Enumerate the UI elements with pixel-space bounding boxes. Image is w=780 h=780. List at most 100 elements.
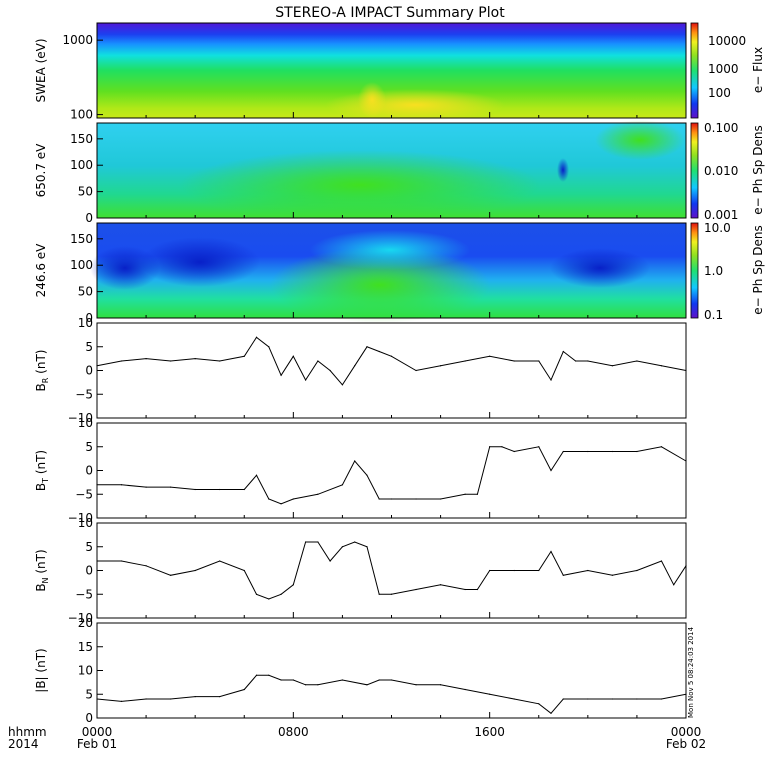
- ytick-label-p0: 1000: [62, 33, 93, 47]
- data-point-p6: [464, 688, 466, 691]
- xtick-date-label: Feb 01: [77, 737, 117, 751]
- data-point-p3: [194, 358, 196, 360]
- data-point-p3: [574, 360, 577, 362]
- ytick-label-p5: −10: [68, 611, 93, 625]
- x-corner-hhmm: hhmm: [8, 725, 47, 739]
- data-point-p6: [562, 698, 564, 700]
- data-point-p5: [96, 560, 98, 562]
- ytick-label-p2: 50: [78, 285, 93, 299]
- data-point-p3: [550, 379, 552, 381]
- data-point-p5: [305, 541, 307, 543]
- data-point-p5: [464, 588, 466, 591]
- data-point-p5: [550, 550, 552, 553]
- pad-650-blue-spot: [557, 158, 569, 182]
- data-point-p3: [611, 365, 613, 367]
- ytick-label-p2: 150: [70, 232, 93, 246]
- data-point-p6: [268, 674, 270, 676]
- data-point-p4: [268, 498, 270, 500]
- ylabel-unit: (nT): [34, 648, 48, 676]
- data-point-p5: [673, 584, 675, 586]
- x-corner-year: 2014: [8, 737, 39, 751]
- figure-title: STEREO-A IMPACT Summary Plot: [275, 5, 505, 21]
- data-point-p5: [170, 574, 172, 576]
- ytick-label-p1: 150: [70, 132, 93, 146]
- data-point-p6: [194, 696, 196, 698]
- ytick-label-p4: −10: [68, 511, 93, 525]
- data-point-p3: [329, 369, 331, 372]
- data-point-p6: [538, 703, 540, 705]
- swea-flux-enhancement: [325, 89, 505, 121]
- data-point-p6: [317, 684, 319, 686]
- xtick-date-label: Feb 02: [666, 737, 706, 751]
- ytick-label-p6: 15: [78, 640, 93, 654]
- data-point-p5: [415, 588, 417, 591]
- data-point-p6: [415, 684, 417, 686]
- data-point-p3: [366, 346, 368, 348]
- ylabel-p6: |B| (nT): [34, 648, 48, 692]
- data-point-p4: [243, 488, 245, 491]
- data-point-p4: [255, 474, 258, 476]
- data-point-p6: [636, 698, 638, 700]
- colorbar-swea-label: e− Flux: [751, 47, 765, 93]
- data-point-p5: [194, 569, 196, 572]
- data-point-p3: [562, 350, 564, 353]
- pad-650-green-patch: [595, 120, 685, 160]
- data-point-p3: [513, 360, 515, 362]
- panel-swea: [96, 22, 687, 121]
- data-point-p6: [611, 698, 613, 700]
- ytick-label-p3: 10: [78, 316, 93, 330]
- colorbar-pad-650-tick-0: 0.001: [704, 208, 738, 222]
- data-point-p5: [329, 560, 331, 562]
- series-line-p4: [97, 446, 687, 505]
- ylabel-p1: 650.7 eV: [34, 143, 48, 198]
- colorbar-pad-650-label: e− Ph Sp Dens: [751, 125, 765, 214]
- data-point-p3: [305, 379, 307, 381]
- line-panel-frame-p3: [96, 322, 687, 419]
- ytick-label-p1: 100: [70, 158, 93, 172]
- colorbar-pad-650: 0.001 0.010 0.100 e− Ph Sp Dens: [690, 121, 765, 222]
- ytick-label-p2: 100: [70, 258, 93, 272]
- data-point-p6: [341, 679, 344, 681]
- data-point-p3: [636, 360, 638, 362]
- data-point-p6: [243, 688, 245, 691]
- xtick-time-label: 0800: [278, 725, 309, 739]
- colorbar-pad-246-scale: [690, 222, 699, 319]
- ylabel-p5: BN (nT): [34, 549, 50, 591]
- data-point-p3: [660, 365, 663, 367]
- ytick-label-p0: 100: [70, 108, 93, 122]
- xtick-time-label: 0000: [671, 725, 702, 739]
- ytick-label-p1: 0: [85, 211, 93, 225]
- ylabel-unit: (nT): [34, 350, 48, 378]
- data-point-p5: [587, 569, 589, 572]
- data-point-p3: [280, 374, 282, 376]
- line-panel-frame-p5: [96, 522, 687, 619]
- xtick-time-label: 0000: [82, 725, 113, 739]
- data-point-p5: [366, 546, 368, 548]
- data-point-p4: [439, 498, 442, 500]
- colorbar-swea-tick-2: 10000: [708, 34, 746, 48]
- data-point-p6: [685, 693, 687, 695]
- data-point-p4: [685, 460, 687, 462]
- data-point-p3: [538, 360, 540, 362]
- data-point-p5: [243, 569, 245, 572]
- data-point-p4: [660, 446, 663, 448]
- data-point-p6: [96, 698, 98, 700]
- ylabel-sub: R: [41, 377, 50, 383]
- data-point-p6: [513, 698, 515, 700]
- data-point-p5: [317, 541, 319, 543]
- data-point-p5: [390, 593, 393, 595]
- data-point-p6: [489, 693, 491, 695]
- data-point-p4: [489, 446, 491, 448]
- ytick-label-p4: −5: [75, 487, 93, 501]
- ylabel-p0: SWEA (eV): [34, 38, 48, 102]
- data-point-p4: [317, 493, 319, 495]
- ytick-label-p6: 20: [78, 616, 93, 630]
- data-point-p4: [587, 450, 589, 453]
- data-point-p5: [538, 569, 540, 572]
- data-point-p3: [120, 360, 123, 362]
- data-point-p5: [268, 598, 270, 600]
- pad-246-cyan-mid: [310, 230, 470, 270]
- ytick-label-p4: 5: [85, 440, 93, 454]
- data-point-p5: [219, 560, 221, 562]
- data-point-p3: [268, 346, 270, 348]
